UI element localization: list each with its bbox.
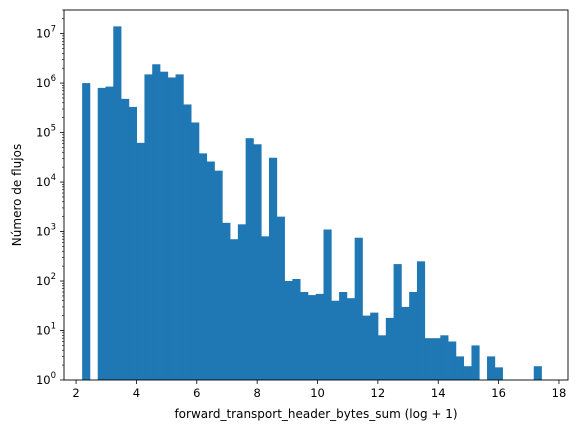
histogram-bar: [121, 98, 130, 381]
y-tick-label: 105: [36, 124, 56, 140]
histogram-bar: [416, 261, 426, 380]
histogram-bar: [401, 306, 410, 380]
histogram-bar: [183, 104, 192, 381]
y-tick-label: 104: [36, 173, 56, 189]
histogram-bar: [292, 278, 301, 380]
y-tick-label: 102: [36, 272, 56, 288]
histogram-bar: [315, 293, 324, 380]
histogram-bar: [409, 292, 418, 380]
histogram-bar: [198, 153, 208, 380]
histogram-bar: [175, 74, 184, 380]
histogram-bar: [385, 317, 394, 380]
x-tick-label: 18: [552, 386, 567, 400]
histogram-bar: [424, 338, 433, 380]
y-tick-label: 107: [36, 25, 56, 41]
histogram-bar: [393, 264, 402, 380]
histogram-bar: [487, 356, 496, 380]
histogram-bar: [167, 77, 176, 381]
y-tick-label: 103: [36, 223, 56, 239]
histogram-bar: [284, 281, 293, 380]
histogram-bar: [253, 144, 262, 380]
x-tick-label: 14: [431, 386, 446, 400]
histogram-bar: [455, 356, 465, 380]
x-axis-ticks: 2 4 6 8 10 12 14 16 18: [72, 380, 566, 400]
histogram-bar: [136, 142, 145, 380]
histogram-bar: [82, 83, 91, 380]
histogram-bar: [214, 170, 223, 380]
histogram-bar: [354, 237, 363, 380]
histogram-bar: [113, 26, 122, 380]
x-tick-label: 6: [193, 386, 200, 400]
histogram-bar: [331, 300, 340, 380]
histogram-bar: [307, 295, 317, 380]
histogram-bar: [160, 71, 169, 380]
plot-frame: [63, 9, 569, 381]
histogram-bar: [128, 106, 137, 381]
x-tick-label: 8: [253, 386, 260, 400]
histogram-bar: [97, 87, 106, 380]
histogram-bar: [323, 229, 332, 380]
x-tick-label: 10: [310, 386, 325, 400]
histogram-bar: [152, 64, 161, 380]
histogram-bar: [206, 161, 215, 380]
histogram-bar: [533, 366, 542, 380]
histogram-bar: [432, 338, 441, 380]
histogram-bar: [191, 122, 200, 380]
histogram-bar: [261, 236, 270, 380]
y-axis-ticks: 100 101 102 103 104 105 106 107: [36, 9, 64, 387]
x-axis-label: forward_transport_header_bytes_sum (log …: [174, 407, 457, 421]
histogram-bar: [370, 312, 379, 380]
histogram-bar: [300, 292, 309, 380]
y-tick-label: 100: [36, 371, 56, 387]
x-tick-label: 12: [371, 386, 386, 400]
histogram-bar: [471, 345, 480, 380]
x-tick-label: 4: [133, 386, 140, 400]
histogram-bar: [144, 74, 153, 380]
histogram-bar: [346, 298, 356, 380]
x-tick-label: 16: [491, 386, 506, 400]
histogram-bar: [105, 86, 114, 380]
histogram-bar: [276, 216, 285, 380]
histogram-bar: [378, 335, 387, 380]
y-tick-label: 106: [36, 74, 56, 90]
histogram-bar: [222, 222, 231, 380]
histogram-bar: [494, 367, 503, 380]
histogram-bar: [463, 366, 472, 380]
histogram-bar: [362, 315, 371, 380]
histogram-bar: [269, 157, 278, 380]
x-tick-label: 2: [72, 386, 79, 400]
histogram-bar: [237, 224, 246, 380]
histogram-bar: [440, 335, 449, 380]
histogram-bar: [230, 239, 239, 380]
histogram-bar: [339, 292, 348, 380]
histogram-bar: [245, 138, 254, 380]
y-axis-label: Número de flujos: [10, 144, 24, 246]
y-tick-label: 101: [36, 322, 56, 338]
histogram-bars: [82, 26, 542, 381]
histogram-bar: [448, 341, 457, 380]
